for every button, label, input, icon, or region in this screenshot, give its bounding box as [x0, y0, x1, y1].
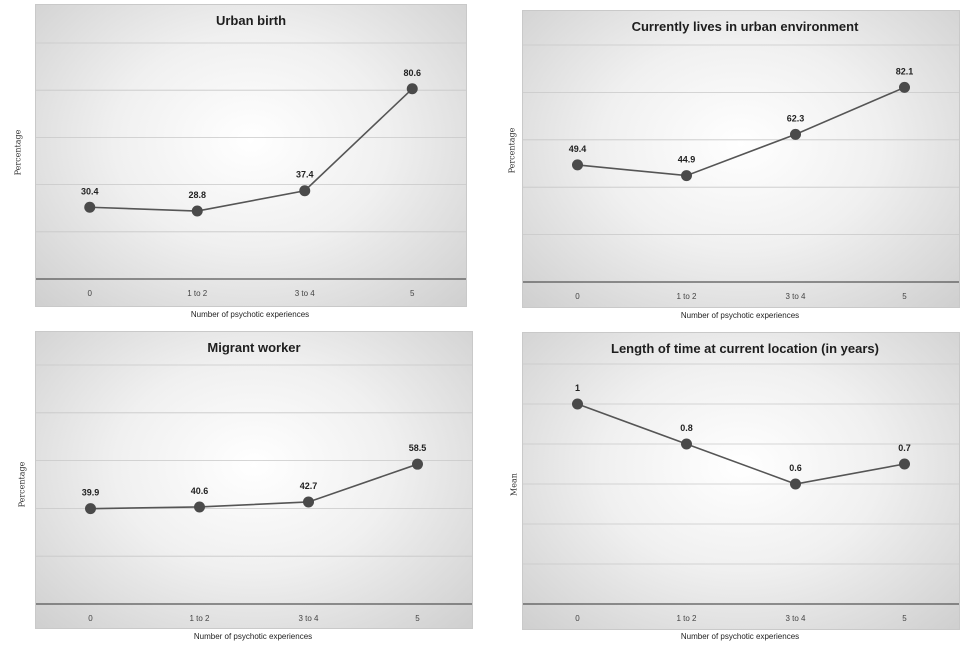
data-point — [790, 478, 801, 490]
data-label: 0.7 — [898, 443, 911, 453]
chart-title: Currently lives in urban environment — [632, 19, 859, 34]
chart-panel-migrant-worker: Migrant worker 0 1 to 2 3 to 4 5 39.9 40.6 42.… — [35, 331, 473, 629]
data-point — [303, 496, 314, 508]
x-tick-label: 5 — [902, 292, 907, 301]
data-label: 82.1 — [896, 66, 914, 76]
x-axis-label: Number of psychotic experiences — [193, 632, 313, 641]
data-label: 62.3 — [787, 113, 805, 123]
x-tick-label: 1 to 2 — [189, 614, 210, 623]
y-axis-label: Percentage — [13, 129, 23, 176]
x-tick-label: 0 — [575, 292, 580, 301]
x-axis-label: Number of psychotic experiences — [680, 311, 800, 320]
data-label: 39.9 — [82, 488, 100, 498]
data-point — [84, 201, 96, 213]
data-point — [681, 438, 692, 450]
x-tick-label: 5 — [902, 614, 907, 623]
x-tick-label: 3 to 4 — [298, 614, 319, 623]
data-point — [194, 501, 205, 513]
data-label: 44.9 — [678, 155, 696, 165]
chart-svg: Currently lives in urban environment 0 1 … — [523, 19, 959, 301]
series-line — [90, 463, 418, 510]
x-axis-label: Number of psychotic experiences — [680, 632, 800, 641]
chart-svg: Migrant worker 0 1 to 2 3 to 4 5 39.9 40.6 42.… — [36, 340, 472, 623]
data-point — [572, 398, 583, 410]
series-line — [577, 86, 905, 177]
chart-title: Length of time at current location (in y… — [611, 341, 879, 356]
x-tick-label: 3 to 4 — [785, 292, 806, 301]
chart-panel-urban-birth: Urban birth 0 1 to 2 3 to 4 5 30.4 28.8 37.4 80… — [35, 4, 467, 307]
series-line — [89, 88, 413, 212]
data-label: 49.4 — [569, 144, 587, 154]
data-point — [899, 81, 910, 93]
chart-title: Migrant worker — [207, 340, 300, 355]
chart-title: Urban birth — [216, 13, 286, 28]
data-point — [299, 185, 311, 197]
chart-panel-urban-environment: Currently lives in urban environment 0 1 … — [522, 10, 960, 308]
x-axis-label: Number of psychotic experiences — [190, 310, 310, 319]
data-point — [191, 205, 203, 217]
x-tick-label: 3 to 4 — [295, 289, 316, 298]
x-tick-label: 1 to 2 — [676, 292, 697, 301]
data-point — [406, 83, 418, 95]
y-axis-label: Percentage — [507, 127, 517, 174]
data-label: 28.8 — [188, 190, 206, 200]
data-point — [85, 503, 96, 515]
data-label: 40.6 — [191, 486, 209, 496]
data-label: 0.6 — [789, 463, 802, 473]
x-tick-label: 3 to 4 — [785, 614, 806, 623]
data-point — [899, 458, 910, 470]
data-label: 0.8 — [680, 423, 693, 433]
data-label: 30.4 — [81, 186, 99, 196]
data-label: 1 — [575, 383, 580, 393]
data-point — [412, 458, 423, 470]
y-axis-label: Percentage — [17, 461, 27, 508]
data-point — [790, 128, 801, 140]
y-axis-label: Mean — [509, 473, 519, 496]
x-tick-label: 0 — [88, 614, 93, 623]
x-tick-label: 1 to 2 — [676, 614, 697, 623]
x-tick-label: 5 — [410, 289, 415, 298]
chart-svg: Urban birth 0 1 to 2 3 to 4 5 30.4 28.8 37.4 80… — [36, 13, 466, 298]
x-tick-label: 0 — [575, 614, 580, 623]
x-tick-label: 1 to 2 — [187, 289, 208, 298]
data-label: 42.7 — [300, 481, 318, 491]
x-tick-label: 5 — [415, 614, 420, 623]
chart-svg: Length of time at current location (in y… — [523, 341, 959, 623]
x-tick-label: 0 — [88, 289, 93, 298]
data-point — [572, 159, 583, 171]
data-label: 80.6 — [403, 68, 421, 78]
chart-panel-length-of-time: Length of time at current location (in y… — [522, 332, 960, 630]
series-line — [577, 403, 905, 485]
data-point — [681, 170, 692, 182]
data-label: 37.4 — [296, 170, 314, 180]
data-label: 58.5 — [409, 443, 427, 453]
